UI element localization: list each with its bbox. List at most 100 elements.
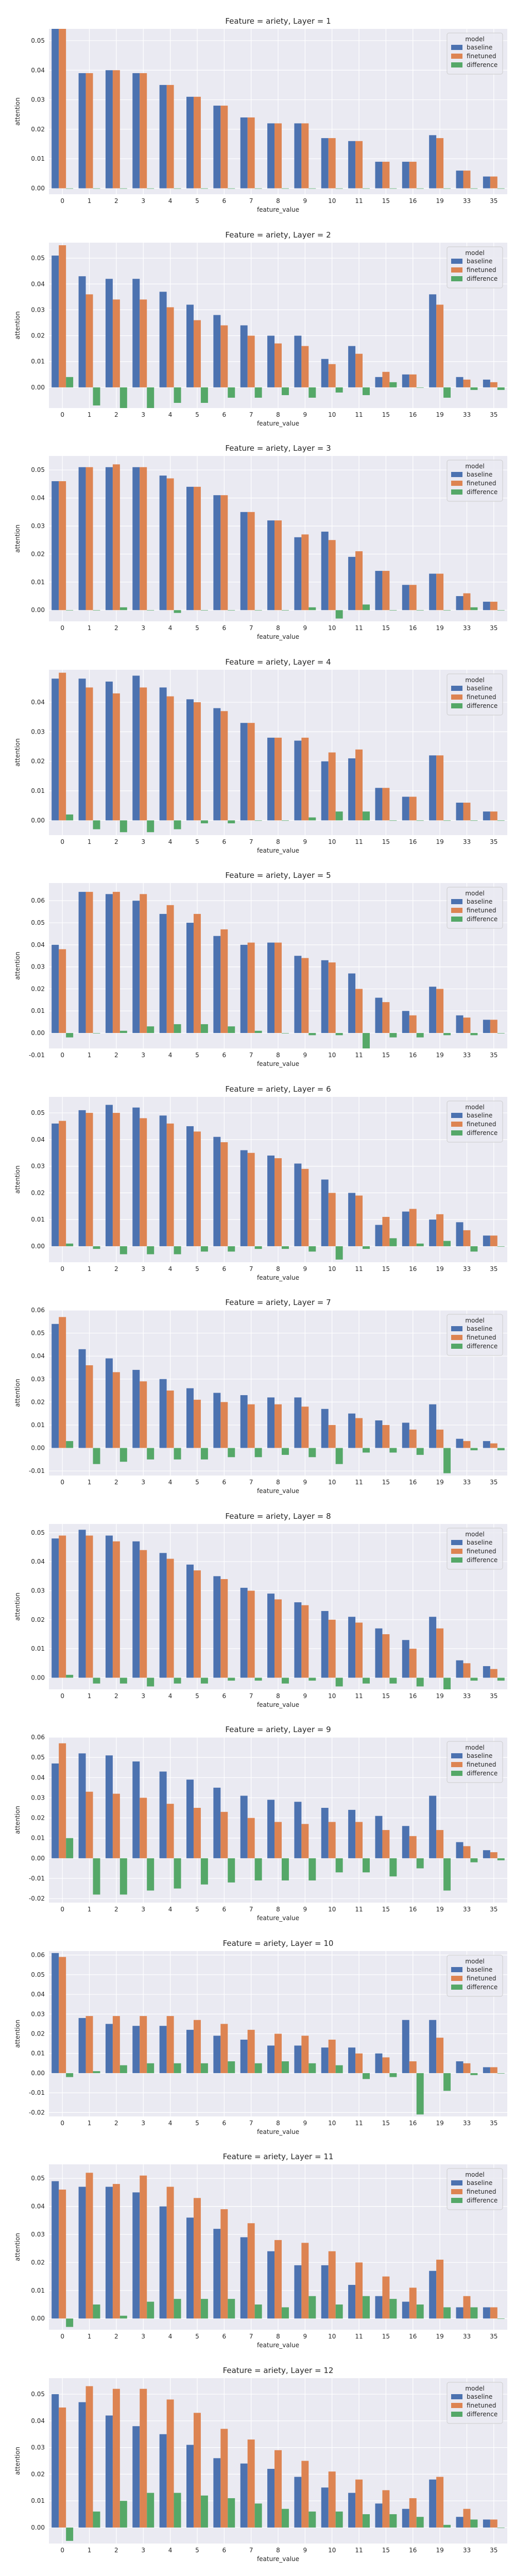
bar-baseline-19	[429, 2270, 437, 2319]
bar-difference-3	[147, 820, 154, 832]
bar-difference-33	[470, 387, 478, 390]
x-tick-label: 5	[195, 1479, 199, 1486]
bar-baseline-19	[429, 135, 437, 189]
legend-swatch-difference	[451, 1557, 462, 1563]
bar-chart: -0.01 0.00 0.01 0.02 0.03 0.04 0.05 0.06 0 1 2 3 4 5 6…	[14, 871, 507, 1067]
bar-difference-33	[470, 1858, 478, 1862]
bar-baseline-9	[294, 2265, 302, 2319]
bar-difference-16	[416, 610, 424, 611]
x-tick-label: 7	[249, 2333, 253, 2340]
x-tick-label: 5	[195, 1265, 199, 1273]
bar-finetuned-8	[274, 1158, 282, 1246]
y-tick-label: 0.04	[31, 2203, 45, 2210]
x-tick-label: 3	[141, 197, 145, 205]
bar-baseline-5	[186, 1780, 194, 1858]
bar-finetuned-5	[193, 1570, 201, 1677]
bar-finetuned-0	[59, 245, 66, 387]
y-tick-label: 0.06	[31, 1307, 45, 1314]
bar-finetuned-5	[193, 702, 201, 820]
bar-baseline-11	[348, 556, 356, 611]
bar-finetuned-8	[274, 2240, 282, 2319]
legend-label-baseline: baseline	[467, 44, 492, 51]
bar-finetuned-8	[274, 942, 282, 1033]
legend-swatch-difference	[451, 1984, 462, 1990]
chart-title: Feature = ariety, Layer = 10	[223, 1939, 334, 1948]
bar-difference-16	[416, 1448, 424, 1455]
y-tick-label: -0.02	[29, 2109, 45, 2116]
bar-baseline-1	[78, 1349, 86, 1448]
bar-difference-0	[66, 2073, 74, 2077]
bar-baseline-2	[105, 467, 113, 611]
bar-baseline-1	[78, 2018, 86, 2073]
bar-difference-1	[93, 610, 100, 611]
bar-baseline-19	[429, 1219, 437, 1246]
bar-difference-16	[416, 2516, 424, 2528]
x-tick-label: 6	[222, 1052, 226, 1059]
bar-finetuned-3	[140, 1381, 147, 1448]
x-tick-label: 9	[303, 1265, 307, 1273]
x-tick-label: 8	[276, 2120, 280, 2127]
legend-label-finetuned: finetuned	[467, 1975, 496, 1982]
legend-swatch-baseline	[451, 2180, 462, 2185]
bar-difference-4	[174, 2493, 181, 2528]
bar-difference-2	[119, 2065, 127, 2073]
bar-difference-0	[66, 2527, 74, 2541]
bar-finetuned-15	[382, 1634, 390, 1677]
y-axis-label: attention	[14, 1165, 21, 1194]
bar-difference-2	[119, 1030, 127, 1033]
bar-finetuned-11	[355, 1622, 363, 1677]
x-tick-label: 9	[303, 1479, 307, 1486]
x-tick-label: 3	[141, 1265, 145, 1273]
bar-difference-19	[443, 2073, 451, 2091]
bar-baseline-35	[483, 2519, 490, 2528]
bar-difference-16	[416, 1243, 424, 1246]
bar-baseline-11	[348, 1809, 356, 1858]
bar-finetuned-11	[355, 2053, 363, 2073]
bar-finetuned-33	[463, 2296, 471, 2319]
x-tick-label: 7	[249, 2547, 253, 2554]
bar-finetuned-4	[166, 1558, 174, 1677]
bar-baseline-1	[78, 1753, 86, 1858]
bar-baseline-10	[321, 1611, 329, 1677]
bar-difference-35	[497, 387, 505, 390]
bar-difference-8	[281, 1246, 289, 1249]
bar-finetuned-5	[193, 1399, 201, 1448]
bar-finetuned-4	[166, 2399, 174, 2528]
bar-difference-10	[335, 1858, 343, 1873]
bar-baseline-15	[375, 2053, 383, 2073]
bar-finetuned-8	[274, 2033, 282, 2073]
x-tick-label: 6	[222, 197, 226, 205]
bar-finetuned-3	[140, 687, 147, 820]
bar-baseline-10	[321, 761, 329, 820]
x-tick-label: 4	[168, 1265, 173, 1273]
x-tick-label: 2	[114, 624, 118, 632]
bar-difference-16	[416, 1677, 424, 1686]
x-tick-label: 2	[114, 1265, 118, 1273]
x-tick-label: 0	[60, 624, 64, 632]
chart-panel-12: 0.00 0.01 0.02 0.03 0.04 0.05 0 1 2 3 4 5 6 7 8 9 10 11 15…	[0, 2361, 515, 2569]
y-tick-label: 0.01	[31, 155, 45, 162]
x-axis-label: feature_value	[257, 1701, 299, 1708]
bar-difference-8	[281, 2061, 289, 2073]
legend-swatch-baseline	[451, 899, 462, 904]
bar-difference-1	[93, 2071, 100, 2073]
bar-baseline-5	[186, 1126, 194, 1246]
legend-title: model	[465, 1531, 484, 1538]
bar-difference-15	[389, 820, 397, 821]
y-tick-label: 0.03	[31, 306, 45, 313]
bar-baseline-7	[240, 1587, 248, 1677]
bar-baseline-1	[78, 892, 86, 1033]
bar-difference-9	[308, 1858, 316, 1880]
bar-finetuned-15	[382, 1425, 390, 1448]
x-tick-label: 2	[114, 2547, 118, 2554]
bar-baseline-3	[132, 2426, 140, 2528]
bar-baseline-35	[483, 601, 490, 611]
bar-baseline-0	[52, 2394, 59, 2528]
legend-swatch-finetuned	[451, 481, 462, 486]
x-tick-label: 3	[141, 2120, 145, 2127]
bar-difference-11	[363, 2073, 370, 2079]
bar-difference-0	[66, 1441, 74, 1448]
bar-baseline-33	[456, 802, 464, 820]
